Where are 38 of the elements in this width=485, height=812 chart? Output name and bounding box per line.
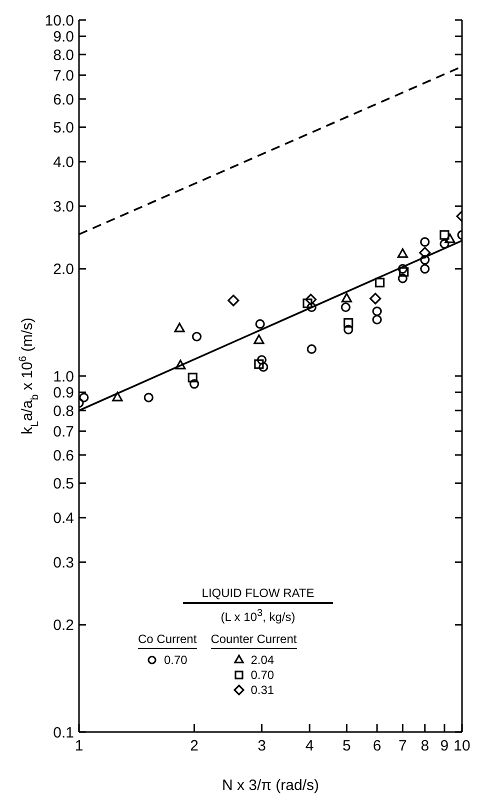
y-tick-label: 0.4: [53, 510, 74, 527]
y-tick-label: 10.0: [44, 12, 74, 30]
x-tick-label: 8: [420, 738, 430, 755]
y-tick-label: 1.0: [53, 368, 74, 386]
legend-label: 0.31: [250, 683, 274, 697]
y-tick-label: 3.0: [53, 198, 74, 216]
x-tick-label: 3: [258, 738, 266, 755]
x-axis-title: N x 3/π (rad/s): [222, 777, 320, 794]
y-tick-label: 0.6: [53, 447, 74, 464]
legend-label: 0.70: [250, 668, 274, 682]
x-tick-label: 7: [398, 738, 407, 755]
y-tick-label: 0.2: [53, 617, 74, 634]
y-tick-label: 0.8: [53, 402, 74, 420]
y-tick-label: 6.0: [53, 91, 74, 108]
x-tick-label: 10: [454, 738, 470, 755]
legend-title: LIQUID FLOW RATE: [200, 586, 316, 602]
y-tick-label: 7.0: [53, 67, 74, 84]
x-tick-label: 1: [74, 738, 84, 755]
y-tick-label: 5.0: [53, 119, 74, 136]
annotation: (L x 10$^{3}$, kg/s): [220, 608, 296, 624]
x-tick-label: 4: [305, 738, 314, 755]
y-tick-label: 4.0: [53, 154, 74, 171]
y-tick-label: 0.9: [53, 384, 74, 402]
x-tick-label: 6: [372, 738, 382, 755]
y-tick-label: 0.5: [53, 475, 74, 492]
x-tick-label: 9: [440, 738, 449, 755]
y-tick-label: 0.3: [53, 554, 74, 572]
y-tick-label: 0.1: [53, 724, 74, 742]
y-tick-label: 8.0: [53, 46, 74, 64]
y-tick-label: 0.7: [53, 423, 74, 440]
legend-label: 0.70: [164, 653, 188, 667]
annotation: Counter Current: [210, 632, 297, 648]
x-tick-label: 5: [342, 738, 351, 755]
legend-label: 2.04: [250, 653, 274, 667]
annotation: Co Current: [138, 632, 197, 648]
y-tick-label: 9.0: [53, 28, 74, 46]
x-tick-label: 2: [190, 738, 198, 755]
y-tick-label: 2.0: [53, 261, 74, 278]
